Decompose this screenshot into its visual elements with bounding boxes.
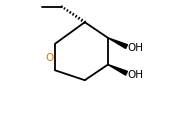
Text: O: O — [46, 53, 54, 62]
Polygon shape — [108, 39, 127, 49]
Polygon shape — [108, 65, 127, 75]
Text: OH: OH — [128, 43, 144, 53]
Text: OH: OH — [128, 69, 144, 79]
